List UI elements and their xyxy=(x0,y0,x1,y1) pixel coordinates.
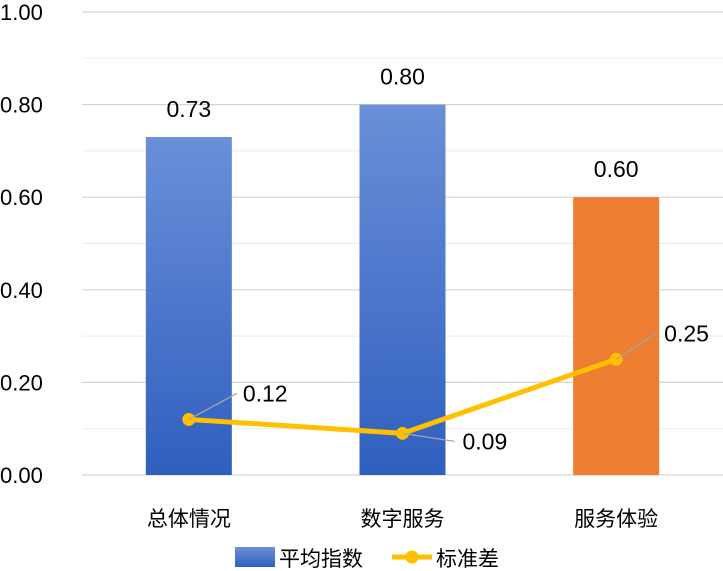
bar xyxy=(573,197,660,475)
leader-line xyxy=(615,332,657,360)
x-category-label: 数字服务 xyxy=(361,507,445,531)
line-value-labels: 0.12 0.09 0.25 xyxy=(188,320,709,454)
y-tick-label: 0.20 xyxy=(0,370,43,395)
line-value-label: 0.09 xyxy=(463,428,508,454)
y-tick-label: 0.00 xyxy=(0,463,43,488)
bar xyxy=(359,104,446,475)
legend: 平均指数 标准差 xyxy=(235,547,499,571)
y-tick-label: 0.80 xyxy=(0,93,43,118)
x-category-label: 总体情况 xyxy=(147,507,231,531)
legend-bar-label: 平均指数 xyxy=(279,547,363,571)
bar-value-label: 0.60 xyxy=(594,156,639,182)
x-category-label: 服务体验 xyxy=(574,507,658,531)
y-tick-label: 1.00 xyxy=(0,0,43,25)
y-axis-tick-labels: 0.00 0.20 0.40 0.60 0.80 1.00 xyxy=(0,0,43,488)
y-tick-label: 0.40 xyxy=(0,278,43,303)
leader-line xyxy=(402,432,455,442)
y-tick-label: 0.60 xyxy=(0,185,43,210)
bar-value-labels: 0.73 0.80 0.60 xyxy=(166,64,638,183)
bar-value-label: 0.80 xyxy=(380,64,425,90)
bar-value-label: 0.73 xyxy=(166,96,211,122)
x-axis-category-labels: 总体情况 数字服务 服务体验 xyxy=(147,507,658,531)
line-value-label: 0.25 xyxy=(664,320,709,346)
legend-line-label: 标准差 xyxy=(436,547,499,571)
leader-line xyxy=(188,392,238,421)
line-value-label: 0.12 xyxy=(243,380,288,406)
legend-line-marker xyxy=(405,550,419,564)
legend-bar-swatch xyxy=(235,547,275,567)
